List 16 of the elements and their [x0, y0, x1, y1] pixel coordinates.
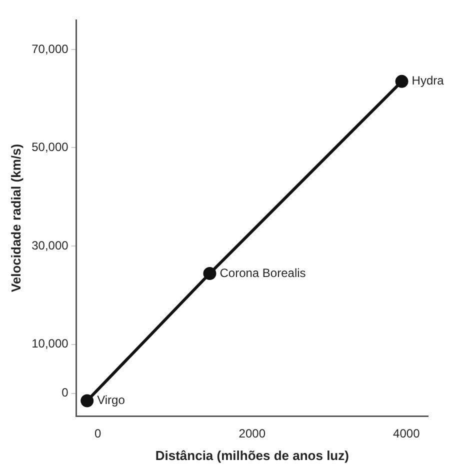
annotation: Hydra	[412, 74, 444, 88]
x-tick-label: 2000	[238, 426, 266, 441]
y-tick-label: 10,000	[32, 336, 69, 351]
y-tick-label: 50,000	[32, 140, 69, 154]
point	[203, 267, 216, 280]
y-axis-title: Velocidade radial (km/s)	[8, 144, 24, 292]
annotation: Virgo	[97, 393, 126, 408]
point	[395, 74, 408, 88]
annotation: Corona Borealis	[220, 266, 306, 280]
x-tick-label: 0	[94, 426, 102, 441]
y-tick-label: 70,000	[32, 42, 69, 56]
y-tick-label: 0	[62, 386, 69, 400]
point	[80, 394, 94, 408]
y-tick-label: 30,000	[32, 238, 69, 252]
x-tick-label: 4000	[393, 426, 420, 441]
x-axis-title: Distância (milhões de anos luz)	[155, 448, 349, 463]
